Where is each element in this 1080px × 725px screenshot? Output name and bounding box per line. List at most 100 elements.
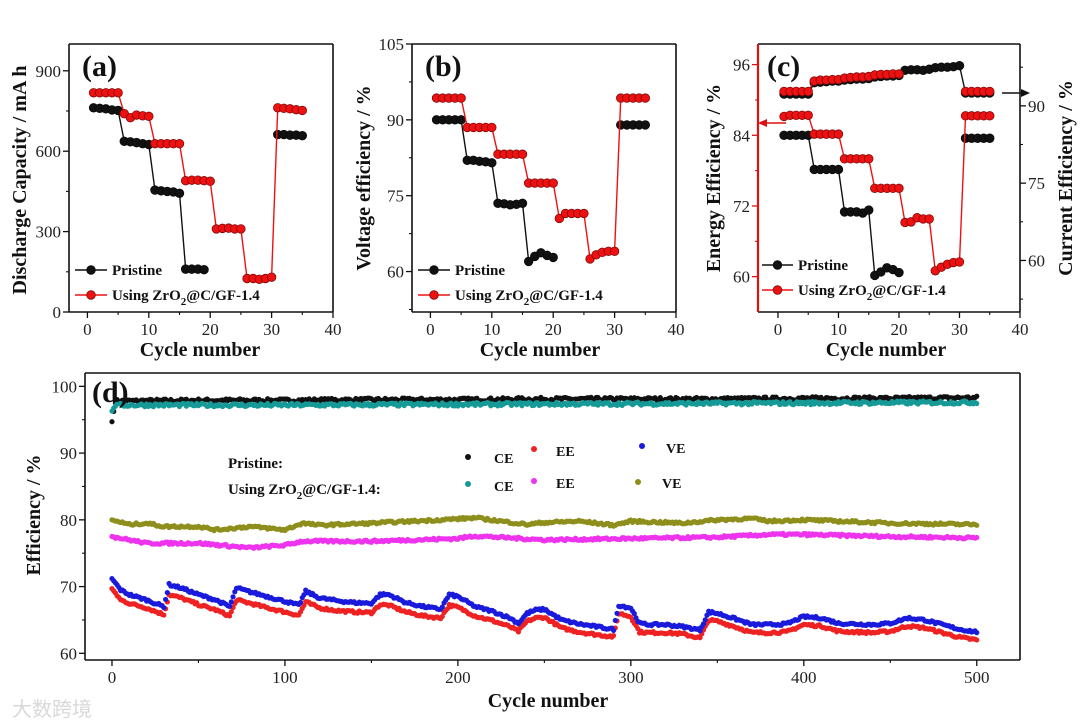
y-tick-label: 100 — [52, 377, 78, 396]
data-point — [702, 617, 708, 623]
data-point — [974, 522, 980, 528]
x-tick-label: 40 — [325, 320, 342, 339]
y-right-tick-label: 75 — [1028, 174, 1045, 193]
y-axis-title-a: Discharge Capacity / mA h — [9, 66, 31, 295]
data-point — [974, 400, 980, 407]
data-point — [833, 164, 844, 175]
data-point — [610, 632, 617, 639]
legend-d-pristine-ve: VE — [666, 442, 685, 457]
legend-marker — [86, 290, 96, 300]
legend-marker — [531, 478, 537, 484]
legend-marker — [86, 265, 96, 275]
legend-d-pristine-ce: CE — [494, 452, 513, 467]
data-point — [205, 176, 215, 186]
y-tick-label: 300 — [36, 223, 62, 242]
data-point — [199, 264, 209, 275]
data-point — [228, 609, 234, 615]
legend-d-pristine: Pristine: — [228, 456, 283, 472]
data-point — [894, 267, 904, 278]
data-point — [487, 122, 497, 133]
x-tick-label: 0 — [83, 320, 92, 339]
x-tick-label: 40 — [668, 320, 685, 339]
y-tick-label: 96 — [733, 56, 750, 75]
data-point — [439, 613, 445, 620]
panel-label-d: (d) — [92, 376, 129, 409]
data-point — [439, 604, 445, 610]
legend-marker — [772, 260, 783, 270]
x-tick-label: 40 — [1012, 320, 1029, 339]
y-tick-label: 80 — [60, 511, 77, 530]
legend-b-pristine: Pristine — [455, 263, 505, 279]
panel-label-b: (b) — [425, 50, 462, 83]
data-point — [640, 120, 651, 130]
data-point — [894, 69, 904, 79]
data-point — [803, 110, 813, 120]
data-point — [226, 613, 233, 619]
x-axis-title-b: Cycle number — [480, 339, 601, 361]
data-point — [162, 596, 169, 603]
data-point — [631, 610, 637, 617]
data-point — [614, 610, 620, 616]
data-point — [548, 252, 558, 263]
data-point — [954, 257, 965, 267]
x-tick-label: 10 — [483, 320, 500, 339]
data-point — [612, 617, 618, 624]
x-tick-label: 20 — [545, 320, 562, 339]
x-tick-label: 30 — [951, 320, 968, 339]
data-point — [924, 214, 934, 224]
x-tick-label: 0 — [774, 320, 783, 339]
y-tick-label: 60 — [60, 644, 77, 663]
data-point — [985, 133, 995, 143]
legend-marker — [635, 479, 641, 485]
y-tick-label: 105 — [379, 35, 405, 54]
x-tick-label: 20 — [202, 320, 219, 339]
y-tick-label: 900 — [36, 62, 62, 81]
series-ee_pristine — [109, 585, 980, 643]
data-point — [230, 594, 236, 600]
data-point — [954, 60, 965, 71]
data-point — [974, 393, 980, 399]
x-tick-label: 0 — [426, 320, 435, 339]
legend-d-pristine-ee: EE — [556, 445, 575, 460]
y-tick-label: 600 — [36, 142, 62, 161]
data-point — [109, 419, 115, 425]
series-ve_pristine — [109, 575, 980, 636]
y-tick-label: 90 — [387, 111, 404, 130]
data-point — [554, 213, 565, 224]
y-tick-label: 60 — [387, 263, 404, 282]
data-point — [974, 630, 980, 636]
data-point — [517, 198, 528, 208]
data-point — [803, 86, 813, 97]
data-point — [985, 86, 995, 97]
y-tick-label: 70 — [60, 578, 77, 597]
y-axis-title-c-right: Current Efficiency / % — [1055, 80, 1077, 276]
data-point — [144, 111, 154, 122]
data-point — [266, 272, 277, 282]
x-axis-title-c: Cycle number — [826, 339, 947, 361]
x-tick-label: 30 — [606, 320, 623, 339]
watermark: 大数跨境 — [12, 697, 92, 721]
y-tick-label: 90 — [60, 444, 77, 463]
data-point — [579, 208, 589, 219]
x-tick-label: 300 — [618, 668, 644, 687]
y-axis-title-c-left: Energy Efficiency / % — [703, 84, 725, 272]
data-point — [640, 93, 651, 103]
y-right-tick-label: 60 — [1028, 251, 1045, 270]
data-point — [161, 612, 167, 618]
legend-marker — [531, 446, 537, 452]
data-point — [548, 178, 558, 188]
data-point — [444, 595, 451, 601]
legend-d-zro2-ee: EE — [556, 477, 575, 492]
y-tick-label: 84 — [733, 126, 751, 145]
data-point — [456, 93, 466, 103]
x-axis-title-a: Cycle number — [140, 339, 261, 361]
data-point — [974, 534, 980, 541]
legend-marker — [429, 290, 439, 300]
data-point — [164, 589, 170, 596]
data-point — [174, 188, 185, 198]
x-tick-label: 400 — [791, 668, 817, 687]
data-point — [297, 105, 308, 116]
y-tick-label: 75 — [387, 187, 404, 206]
x-tick-label: 0 — [108, 668, 117, 687]
